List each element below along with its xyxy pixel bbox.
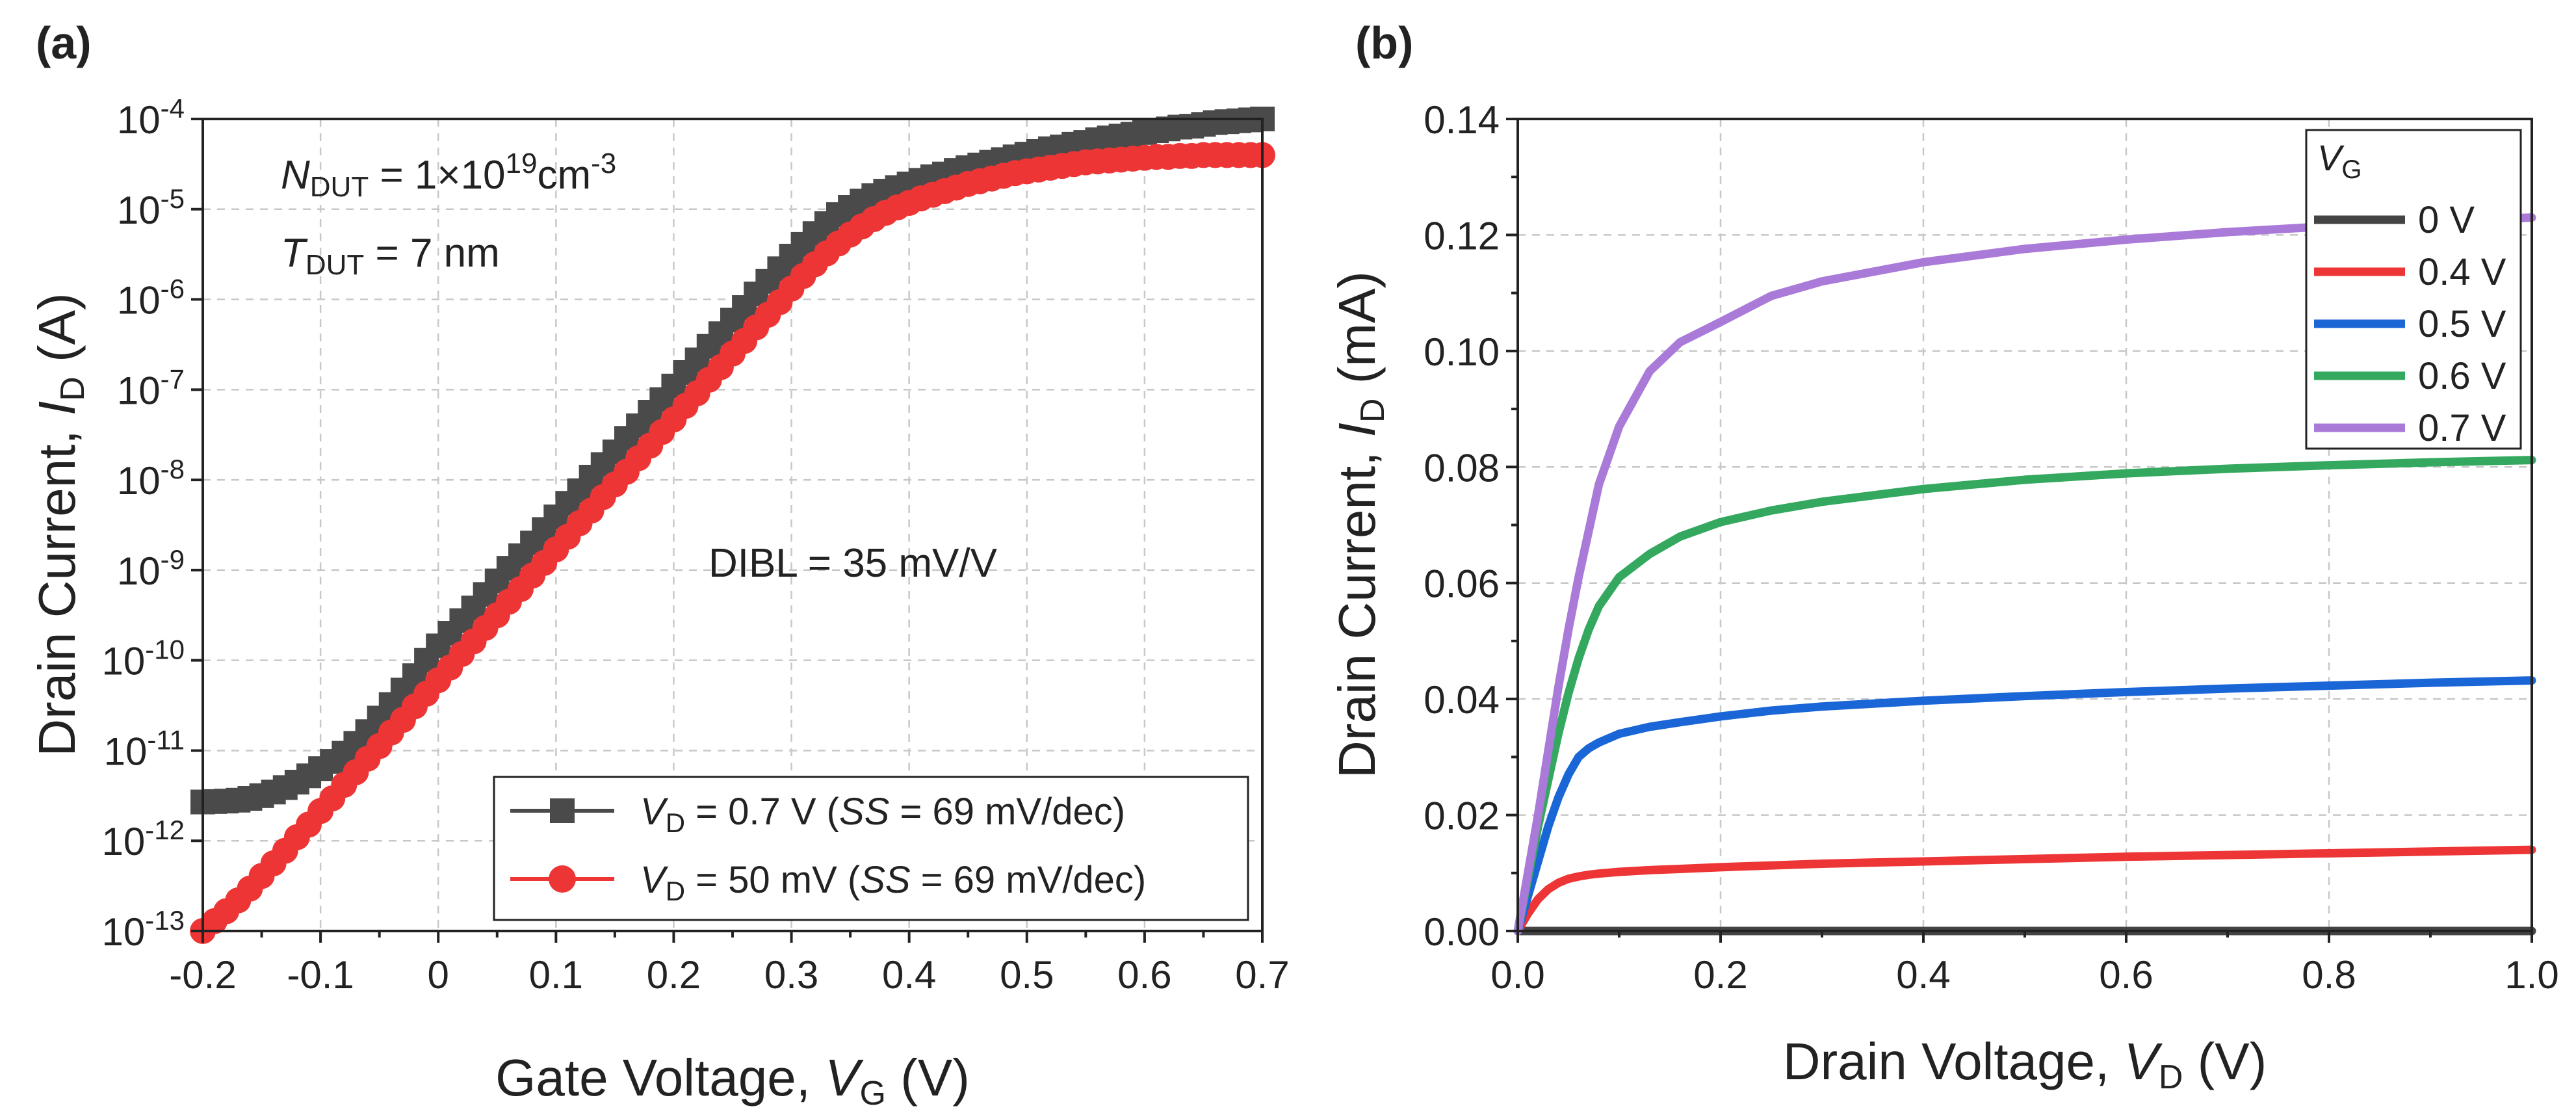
panel-a-legend: VD = 0.7 V (SS = 69 mV/dec) VD = 50 mV (… bbox=[493, 776, 1249, 921]
y-tick-label: 10-4 bbox=[117, 93, 185, 142]
series-line-0 bbox=[202, 118, 1263, 804]
legend-marker-circle bbox=[549, 865, 576, 893]
legend-marker-square bbox=[550, 798, 575, 823]
panel-b-x-tick-labels: 0.0 0.2 0.4 0.6 0.8 1.0 bbox=[1490, 953, 2558, 997]
x-tick-label: 1.0 bbox=[2504, 953, 2558, 997]
panel-a-legend-box bbox=[493, 776, 1249, 921]
panel-a-x-tick-labels: -0.2 -0.1 0 0.1 0.2 0.3 0.4 0.5 0.6 0.7 bbox=[169, 953, 1289, 997]
x-tick-label: 0 bbox=[428, 953, 449, 997]
x-tick-label: -0.1 bbox=[287, 953, 354, 997]
x-tick-label: 0.0 bbox=[1490, 953, 1544, 997]
x-tick-label: 0.3 bbox=[764, 953, 818, 997]
y-tick-label: 10-6 bbox=[117, 274, 185, 322]
x-tick-label: 0.6 bbox=[1117, 953, 1171, 997]
legend-label-vg-2: 0.5 V bbox=[2418, 303, 2506, 345]
panel-b-legend-title: VG bbox=[2317, 137, 2361, 184]
panel-b-legend-box bbox=[2305, 129, 2522, 450]
x-tick-label: 0.2 bbox=[647, 953, 701, 997]
series-line-vg-4 bbox=[1513, 213, 2536, 936]
y-tick-label: 10-5 bbox=[117, 183, 185, 232]
y-tick-label: 10-10 bbox=[102, 635, 185, 683]
y-tick-label: 0.08 bbox=[1424, 446, 1500, 490]
panel-b-ticks bbox=[1506, 118, 2533, 943]
legend-label-vg-0: 0 V bbox=[2418, 199, 2475, 241]
panel-b-label: (b) bbox=[1355, 18, 1413, 68]
panel-b: (b) 0.0 0.2 0.4 0.6 0.8 1.0 0.000.020.040.060… bbox=[1328, 18, 2559, 1096]
legend-label-vg-1: 0.4 V bbox=[2418, 251, 2506, 293]
legend-label-vd-50: VD = 50 mV (SS = 69 mV/dec) bbox=[640, 859, 1146, 906]
annotation-ndut: NDUT = 1×1019cm-3 bbox=[281, 148, 616, 203]
y-tick-label: 0.06 bbox=[1424, 562, 1500, 606]
legend-label-vd-07: VD = 0.7 V (SS = 69 mV/dec) bbox=[640, 791, 1125, 838]
panel-b-x-axis-title: Drain Voltage, VD (V) bbox=[1783, 1032, 2267, 1096]
y-tick-label: 0.14 bbox=[1424, 98, 1500, 142]
x-tick-label: 0.1 bbox=[529, 953, 583, 997]
y-tick-label: 0.00 bbox=[1424, 910, 1500, 954]
panel-b-y-tick-labels: 0.00 0.02 0.04 0.06 0.08 0.10 0.12 0.14 bbox=[1424, 98, 1500, 954]
panel-a-x-axis-title: Gate Voltage, VG (V) bbox=[495, 1049, 970, 1112]
panel-b-legend-items: 0 V 0.4 V 0.5 V 0.6 V 0.7 V bbox=[2314, 199, 2506, 449]
x-tick-label: 0.6 bbox=[2099, 953, 2153, 997]
y-tick-label: 0.10 bbox=[1424, 330, 1500, 374]
x-tick-label: 0.2 bbox=[1693, 953, 1747, 997]
panel-a: (a) -0.2 -0.1 0 0.1 0.2 0.3 0.4 0.5 0.6 0.7 10-13… bbox=[28, 18, 1290, 1112]
y-tick-label: 10-9 bbox=[117, 544, 185, 593]
panel-b-legend: VG 0 V 0.4 V 0.5 V 0.6 V 0.7 V bbox=[2305, 129, 2522, 450]
legend-label-vg-4: 0.7 V bbox=[2418, 407, 2506, 449]
y-tick-label: 10-13 bbox=[102, 905, 185, 954]
y-tick-label: 10-12 bbox=[102, 815, 185, 863]
annotation-dibl: DIBL = 35 mV/V bbox=[709, 541, 998, 586]
panel-a-series bbox=[190, 107, 1275, 944]
panel-a-y-axis-title: Drain Current, ID (A) bbox=[28, 293, 92, 756]
y-tick-label: 0.04 bbox=[1424, 678, 1500, 722]
x-tick-label: 0.4 bbox=[1896, 953, 1950, 997]
legend-label-vg-3: 0.6 V bbox=[2418, 355, 2506, 397]
y-tick-label: 0.12 bbox=[1424, 214, 1500, 257]
x-tick-label: 0.5 bbox=[1000, 953, 1054, 997]
x-tick-label: 0.7 bbox=[1235, 953, 1289, 997]
y-tick-label: 10-7 bbox=[117, 363, 185, 412]
series-line-vg-2 bbox=[1513, 676, 2536, 936]
annotation-tdut: TDUT = 7 nm bbox=[281, 231, 500, 281]
x-tick-label: 0.8 bbox=[2302, 953, 2356, 997]
panel-a-ticks bbox=[191, 118, 1264, 943]
series-line-vg-3 bbox=[1513, 456, 2536, 936]
y-tick-label: 10-8 bbox=[117, 454, 185, 503]
panel-a-label: (a) bbox=[36, 18, 92, 68]
x-tick-label: 0.4 bbox=[882, 953, 936, 997]
panel-b-y-axis-title: Drain Current, ID (mA) bbox=[1328, 271, 1392, 778]
series-line-vg-1 bbox=[1513, 845, 2536, 936]
panel-a-y-tick-labels: 10-13 10-12 10-11 10-10 10-9 10-8 10-7 10-6 10-5… bbox=[102, 93, 185, 954]
x-tick-label: -0.2 bbox=[169, 953, 236, 997]
y-tick-label: 0.02 bbox=[1424, 794, 1500, 838]
y-tick-label: 10-11 bbox=[104, 724, 185, 773]
